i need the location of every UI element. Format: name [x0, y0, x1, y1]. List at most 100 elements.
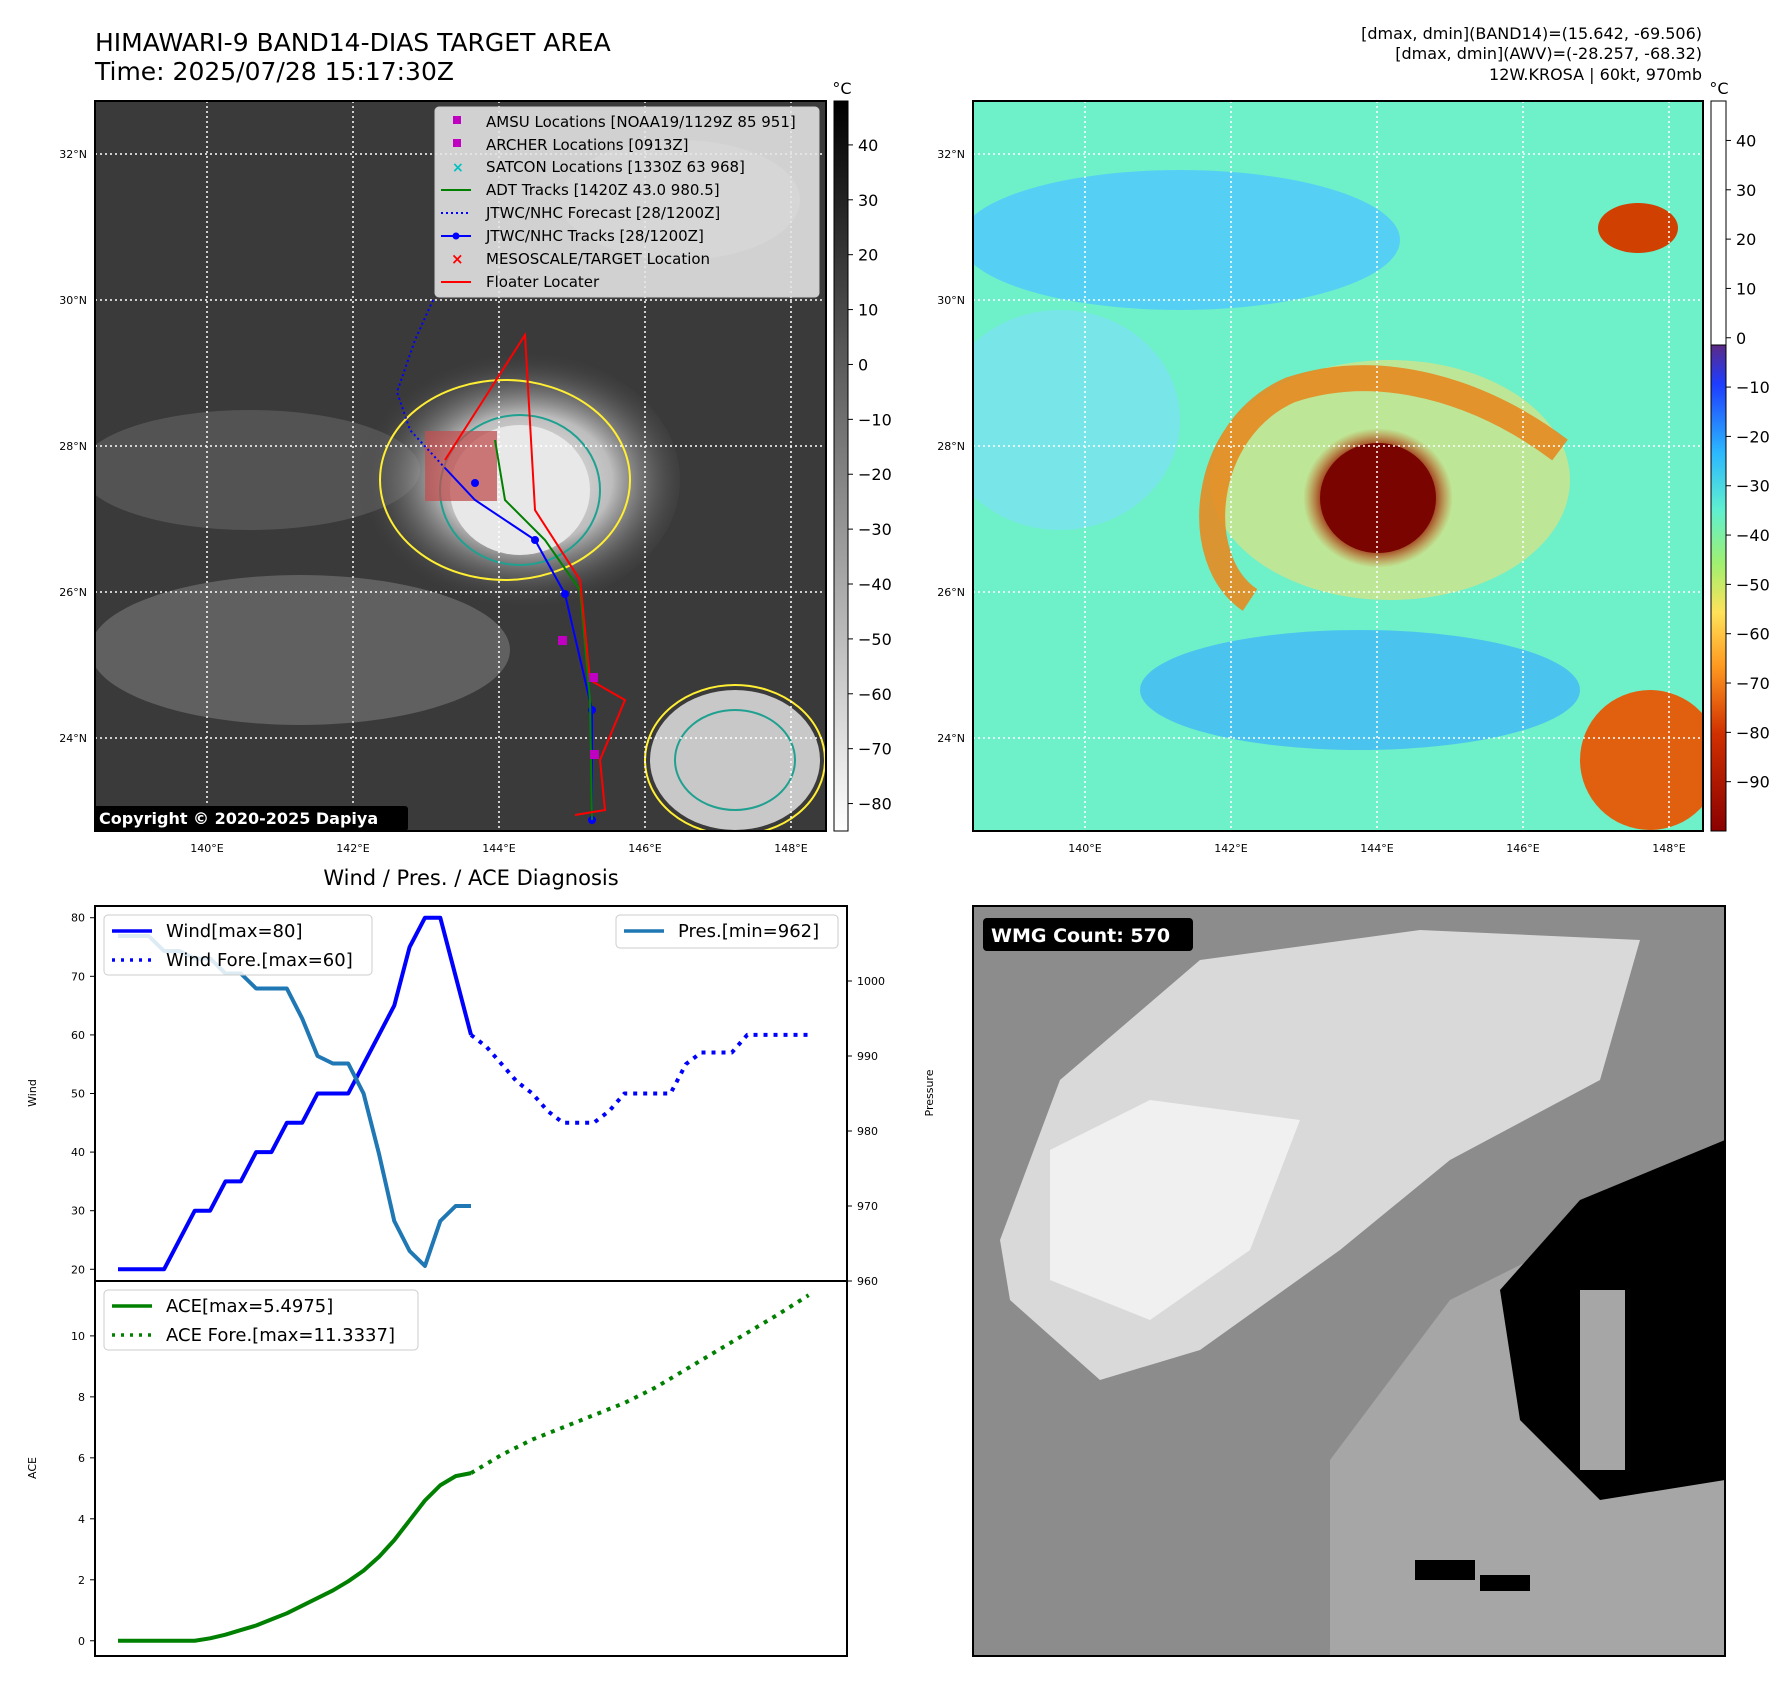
lat-label: 28°N	[937, 440, 965, 453]
colorbar-tick-label: 0	[858, 355, 868, 374]
ir-satellite-map: AMSU Locations [NOAA19/1129Z 85 951] ARC…	[59, 79, 892, 855]
adt-track	[494, 439, 593, 821]
pressure-axis-tick-label: 970	[857, 1200, 878, 1213]
wind-axis-label: Wind	[26, 1079, 39, 1107]
wind-axis-tick-label: 50	[71, 1088, 85, 1101]
lat-label: 32°N	[59, 148, 87, 161]
colorbar-tick-label: −50	[1736, 575, 1770, 594]
wind-line	[118, 915, 473, 1272]
ir-colorbar: °C 40 30 20 10 0 −10 −20 −30 −40 −50 −60 −70 −80	[832, 79, 892, 832]
wind-legend: Wind[max=80] Wind Fore.[max=60]	[103, 914, 373, 976]
colorbar-tick-label: 40	[1736, 131, 1756, 150]
colorbar-tick-label: 10	[1736, 279, 1756, 298]
legend-pressure: Pres.[min=962]	[678, 921, 819, 942]
ace-axis-tick-label: 6	[78, 1452, 85, 1465]
awv-colorbar: °C 40 30 20 10 0 −10 −20 −30 −40 −50 −60 −70 −80 −90	[1709, 79, 1770, 832]
colorbar-tick-label: −60	[1736, 625, 1770, 644]
colorbar-tick-label: 10	[858, 301, 878, 320]
colorbar-tick-label: −30	[1736, 477, 1770, 496]
ace-axis-tick-label: 4	[78, 1513, 85, 1526]
ace-line	[118, 1471, 472, 1643]
lat-label: 30°N	[937, 294, 965, 307]
legend-archer: ARCHER Locations [0913Z]	[486, 136, 689, 154]
pressure-axis-tick-label: 960	[857, 1275, 878, 1288]
lon-label: 146°E	[628, 842, 661, 855]
ace-axis-tick-label: 10	[71, 1330, 85, 1343]
colorbar-tick-label: −20	[1736, 427, 1770, 446]
lat-label: 26°N	[937, 586, 965, 599]
ace-axis-tick-label: 2	[78, 1574, 85, 1587]
map-legend: AMSU Locations [NOAA19/1129Z 85 951] ARC…	[434, 106, 820, 298]
colorbar-tick-label: −50	[858, 630, 892, 649]
colorbar-tick-label: 0	[1736, 329, 1746, 348]
jtwc-forecast-track	[395, 299, 446, 469]
colorbar-tick-label: 20	[1736, 230, 1756, 249]
pressure-legend: Pres.[min=962]	[615, 914, 839, 949]
ace-chart: 0 2 4 6 8 10 ACE ACE[max=5.4975] ACE Fore.[ma…	[26, 1280, 848, 1657]
figure-title: HIMAWARI-9 BAND14-DIAS TARGET AREA	[95, 28, 611, 57]
colorbar-tick-label: −80	[858, 795, 892, 814]
lon-label: 142°E	[1214, 842, 1247, 855]
colorbar-tick-label: −80	[1736, 723, 1770, 742]
colorbar-tick-label: −10	[858, 410, 892, 429]
wind-axis-tick-label: 70	[71, 970, 85, 983]
legend-satcon: SATCON Locations [1330Z 63 968]	[486, 158, 745, 176]
legend-floater: Floater Locater	[486, 273, 600, 291]
diagnosis-title: Wind / Pres. / ACE Diagnosis	[323, 866, 618, 890]
lon-label: 140°E	[1068, 842, 1101, 855]
lat-label: 24°N	[59, 732, 87, 745]
lat-label: 30°N	[59, 294, 87, 307]
legend-jtwc-tracks: JTWC/NHC Tracks [28/1200Z]	[485, 227, 704, 245]
wmg-count-label: WMG Count: 570	[991, 925, 1170, 947]
wind-axis-tick-label: 40	[71, 1146, 85, 1159]
wind-axis-tick-label: 30	[71, 1205, 85, 1218]
ace-legend: ACE[max=5.4975] ACE Fore.[max=11.3337]	[103, 1289, 419, 1351]
legend-amsu: AMSU Locations [NOAA19/1129Z 85 951]	[486, 113, 796, 131]
lon-label: 140°E	[190, 842, 223, 855]
lon-label: 148°E	[774, 842, 807, 855]
lon-label: 144°E	[482, 842, 515, 855]
lat-label: 24°N	[937, 732, 965, 745]
legend-wind-fore: Wind Fore.[max=60]	[166, 950, 353, 971]
ace-axis-label: ACE	[26, 1457, 39, 1479]
colorbar-tick-label: −10	[1736, 378, 1770, 397]
lat-label: 26°N	[59, 586, 87, 599]
lat-label: 28°N	[59, 440, 87, 453]
wind-axis-tick-label: 20	[71, 1263, 85, 1276]
colorbar-tick-label: 20	[858, 246, 878, 265]
wmg-panel: WMG Count: 570	[972, 905, 1726, 1657]
legend-jtwc-forecast: JTWC/NHC Forecast [28/1200Z]	[485, 204, 720, 222]
svg-text:×: ×	[451, 250, 464, 268]
pressure-axis-tick-label: 1000	[857, 975, 885, 988]
lat-label: 32°N	[937, 148, 965, 161]
svg-text:×: ×	[452, 160, 464, 176]
colorbar-tick-label: 30	[1736, 181, 1756, 200]
pressure-axis-tick-label: 990	[857, 1050, 878, 1063]
colorbar-tick-label: −20	[858, 465, 892, 484]
colorbar-tick-label: −60	[858, 685, 892, 704]
figure-time: Time: 2025/07/28 15:17:30Z	[94, 57, 454, 86]
pressure-axis-tick-label: 980	[857, 1125, 878, 1138]
ace-axis-tick-label: 0	[78, 1635, 85, 1648]
colorbar-unit: °C	[1709, 79, 1728, 98]
colorbar-unit: °C	[832, 79, 851, 98]
lon-label: 144°E	[1360, 842, 1393, 855]
lon-label: 146°E	[1506, 842, 1539, 855]
info-line-3: 12W.KROSA | 60kt, 970mb	[1489, 65, 1702, 84]
wind-pressure-chart: 20 30 40 50 60 70 80 960 970 980 990 1000 Wind Pre…	[26, 905, 936, 1288]
wind-axis-tick-label: 80	[71, 912, 85, 925]
colorbar-tick-label: −70	[1736, 674, 1770, 693]
colorbar-tick-label: −30	[858, 520, 892, 539]
wind-axis-tick-label: 60	[71, 1029, 85, 1042]
legend-mesoscale: MESOSCALE/TARGET Location	[486, 250, 710, 268]
colorbar-tick-label: −40	[858, 575, 892, 594]
legend-ace: ACE[max=5.4975]	[166, 1296, 333, 1317]
legend-wind: Wind[max=80]	[166, 921, 303, 942]
pressure-axis-label: Pressure	[923, 1069, 936, 1116]
colorbar-tick-label: −70	[858, 740, 892, 759]
colorbar-tick-label: 30	[858, 191, 878, 210]
legend-adt: ADT Tracks [1420Z 43.0 980.5]	[486, 181, 720, 199]
colorbar-tick-label: −90	[1736, 773, 1770, 792]
ace-axis-tick-label: 8	[78, 1391, 85, 1404]
